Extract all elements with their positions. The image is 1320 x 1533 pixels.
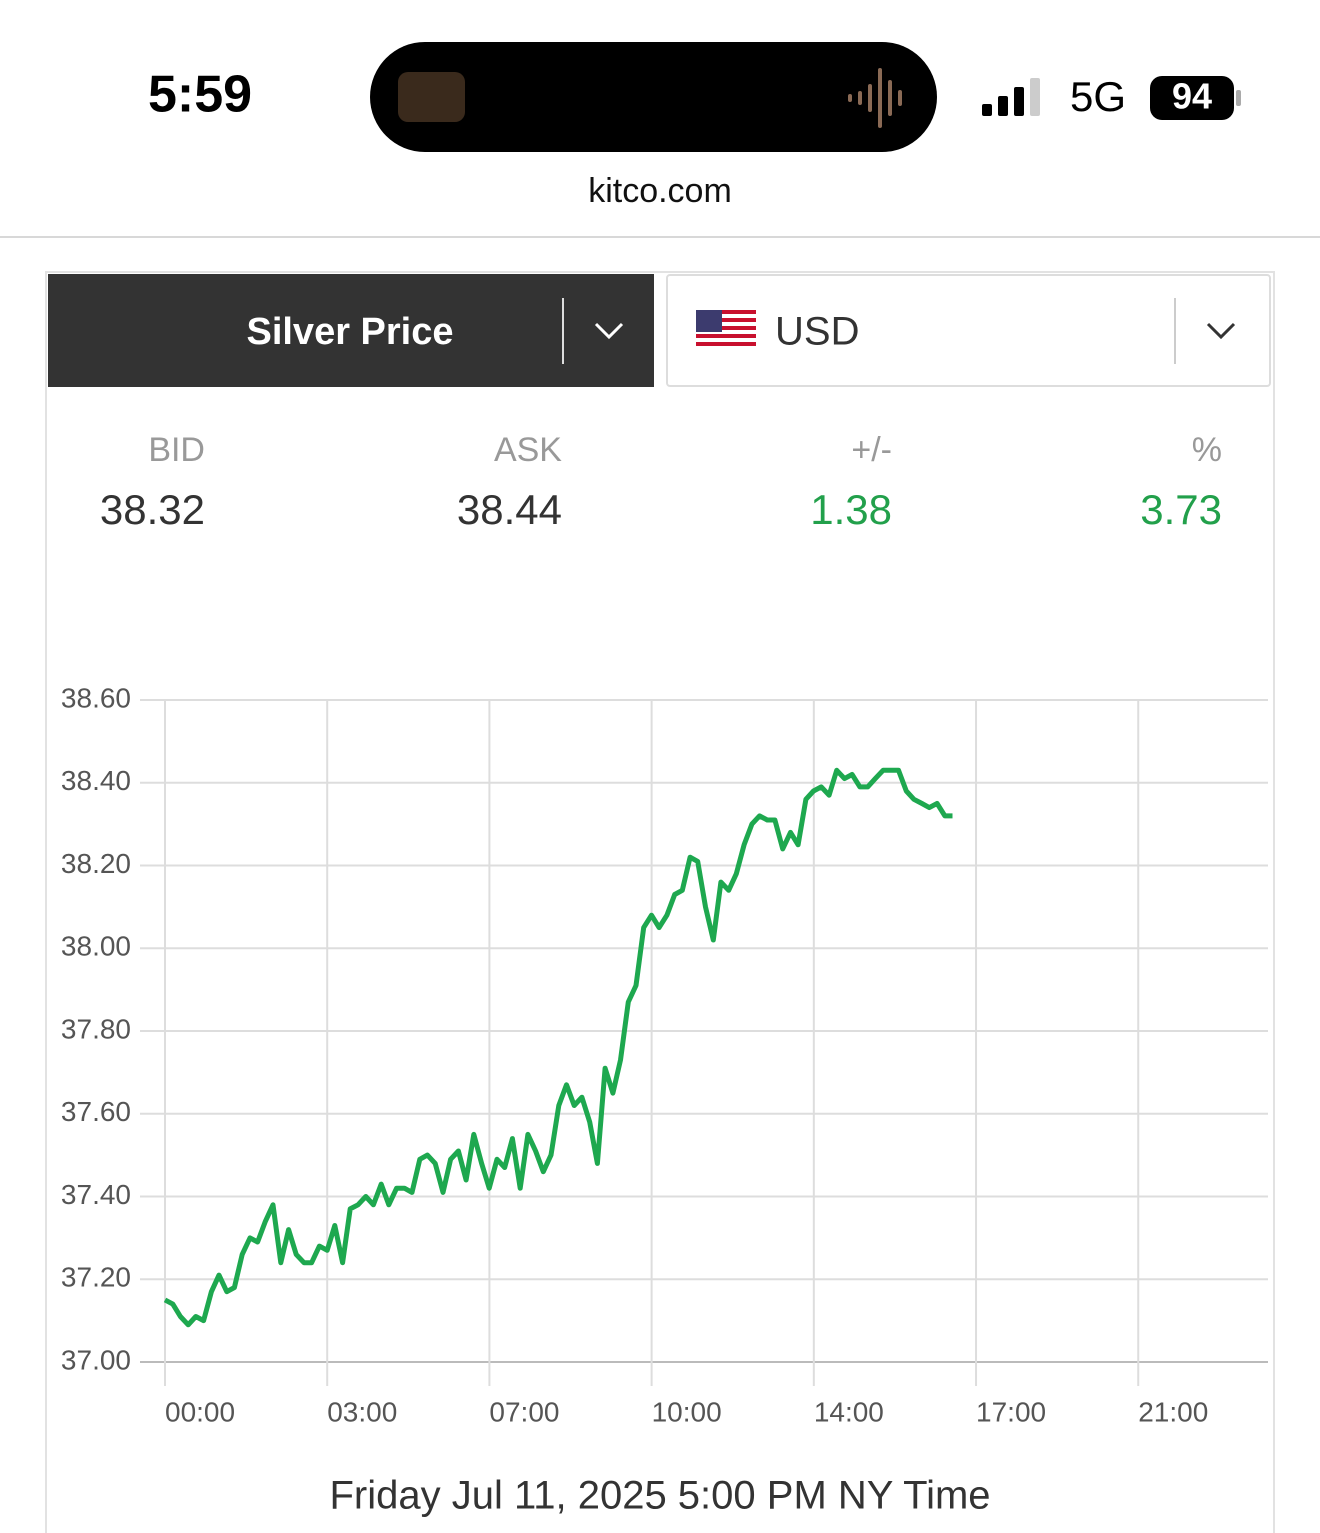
- x-tick-label: 21:00: [1138, 1396, 1208, 1427]
- y-tick-label: 37.80: [61, 1013, 131, 1044]
- quote-value: 3.73: [1140, 486, 1222, 533]
- x-tick-label: 17:00: [976, 1396, 1046, 1427]
- metal-label: Silver Price: [246, 311, 453, 353]
- app-icon: [398, 72, 465, 122]
- price-chart: 37.00 37.20 37.40 37.60 37.80 38.00 38.20 38.40…: [61, 682, 1268, 1427]
- y-tick-label: 38.20: [61, 848, 131, 879]
- signal-icon: [982, 78, 1040, 116]
- y-tick-label: 38.40: [61, 765, 131, 796]
- quote-header: %: [1192, 431, 1222, 469]
- x-tick-label: 07:00: [489, 1396, 559, 1427]
- battery-level: 94: [1172, 76, 1212, 117]
- chevron: [594, 322, 624, 340]
- y-tick-label: 38.00: [61, 931, 131, 962]
- network-label: 5G: [1070, 73, 1126, 120]
- battery-tip: [1236, 90, 1241, 106]
- quote-header: BID: [148, 431, 205, 469]
- chart-timestamp: Friday Jul 11, 2025 5:00 PM NY Time: [329, 1474, 990, 1518]
- x-tick-label: 00:00: [165, 1396, 235, 1427]
- x-tick-label: 10:00: [652, 1396, 722, 1427]
- quote-header: +/-: [851, 431, 892, 469]
- clock: 5:59: [148, 66, 252, 124]
- quote-value: 1.38: [810, 486, 892, 533]
- audio-wave: [848, 68, 902, 128]
- y-tick-label: 37.00: [61, 1344, 131, 1375]
- flag-us: [696, 310, 756, 350]
- y-tick-label: 38.60: [61, 682, 131, 713]
- dynamic-island: [370, 42, 937, 152]
- x-tick-label: 14:00: [814, 1396, 884, 1427]
- currency-selector[interactable]: [666, 274, 1271, 387]
- metal-selector[interactable]: [48, 274, 654, 387]
- quote-table: BID 38.32 ASK 38.44 +/- 1.38% 3.73: [100, 431, 1222, 533]
- x-tick-label: 03:00: [327, 1396, 397, 1427]
- y-tick-label: 37.60: [61, 1096, 131, 1127]
- quote-value: 38.44: [457, 486, 562, 533]
- widget-card: [45, 271, 1275, 1533]
- chevron: [1206, 322, 1236, 340]
- currency-label: USD: [775, 310, 859, 354]
- battery: [1150, 76, 1234, 120]
- quote-header: ASK: [494, 431, 562, 469]
- y-tick-label: 37.40: [61, 1179, 131, 1210]
- url[interactable]: kitco.com: [588, 172, 732, 210]
- price-line: [163, 767, 953, 1328]
- y-tick-label: 37.20: [61, 1262, 131, 1293]
- quote-value: 38.32: [100, 486, 205, 533]
